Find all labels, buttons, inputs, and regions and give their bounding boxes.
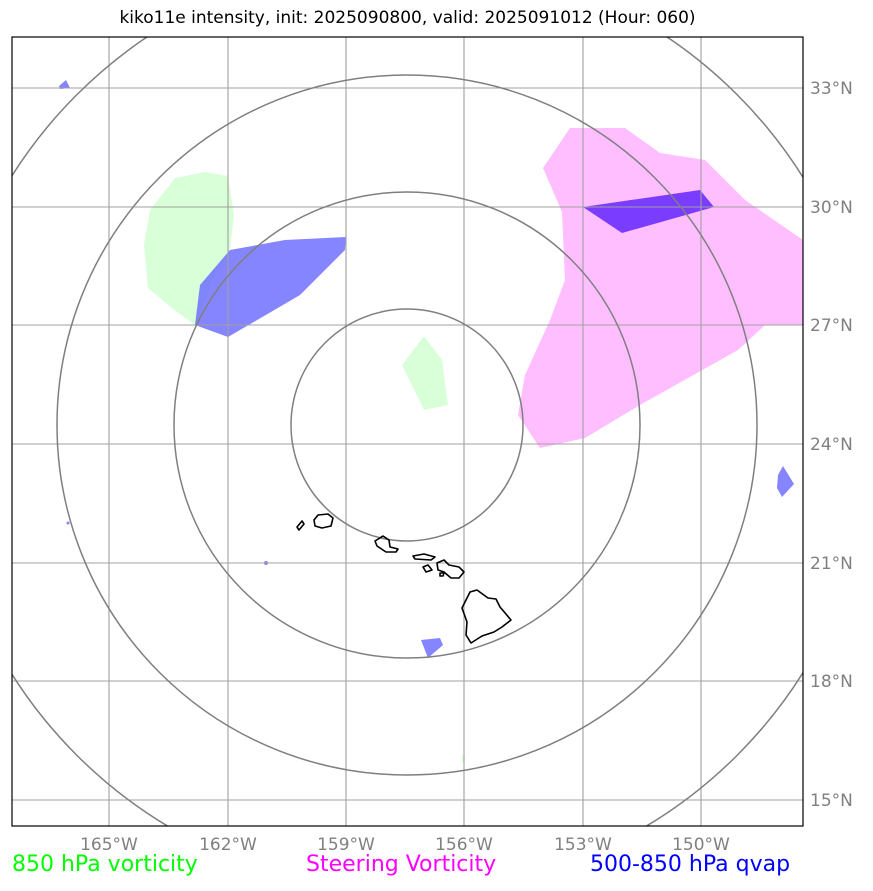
island-kahoolawe: [439, 572, 445, 577]
qvap-speck-far-west: [66, 521, 70, 525]
lon-label: 150°W: [672, 835, 730, 855]
vorticity-850-region-center: [402, 336, 448, 410]
lat-label: 24°N: [810, 435, 853, 455]
qvap-layer: [59, 80, 794, 658]
qvap-region-east: [777, 466, 794, 497]
legend-steering-vorticity: Steering Vorticity: [306, 852, 497, 877]
lat-label: 18°N: [810, 672, 853, 692]
range-ring-1: [290, 308, 524, 542]
coastline-hawaii: [296, 513, 512, 644]
range-ring-3: [56, 74, 758, 776]
lat-label: 15°N: [810, 791, 853, 811]
lon-label: 165°W: [80, 835, 138, 855]
island-molokai: [412, 553, 436, 561]
map-title: kiko11e intensity, init: 2025090800, val…: [119, 8, 696, 28]
qvap-speck-nw: [59, 80, 70, 89]
island-niihau: [296, 520, 305, 531]
vorticity-850-region-nw: [144, 172, 234, 326]
lon-label: 153°W: [554, 835, 612, 855]
island-oahu: [374, 535, 399, 553]
island-kauai: [313, 513, 334, 529]
latitude-axis: 33°N 30°N 27°N 24°N 21°N 18°N 15°N: [810, 79, 853, 811]
lat-label: 21°N: [810, 554, 853, 574]
lon-label: 159°W: [317, 835, 375, 855]
lat-label: 33°N: [810, 79, 853, 99]
island-maui: [436, 559, 465, 579]
island-lanai: [422, 564, 433, 573]
legend-850-vorticity: 850 hPa vorticity: [12, 852, 198, 877]
qvap-steering-overlap: [583, 190, 714, 233]
lon-label: 156°W: [435, 835, 493, 855]
graticule: [12, 37, 803, 826]
legend-qvap: 500-850 hPa qvap: [590, 852, 791, 877]
lon-label: 162°W: [199, 835, 257, 855]
qvap-region-nw: [195, 237, 346, 337]
lat-label: 27°N: [810, 316, 853, 336]
longitude-axis: 165°W 162°W 159°W 156°W 153°W 150°W: [80, 835, 730, 855]
range-ring-2: [173, 191, 641, 659]
island-hawaii: [461, 589, 512, 644]
qvap-region-south: [421, 638, 443, 658]
map-frame: [11, 36, 804, 827]
lat-label: 30°N: [810, 198, 853, 218]
